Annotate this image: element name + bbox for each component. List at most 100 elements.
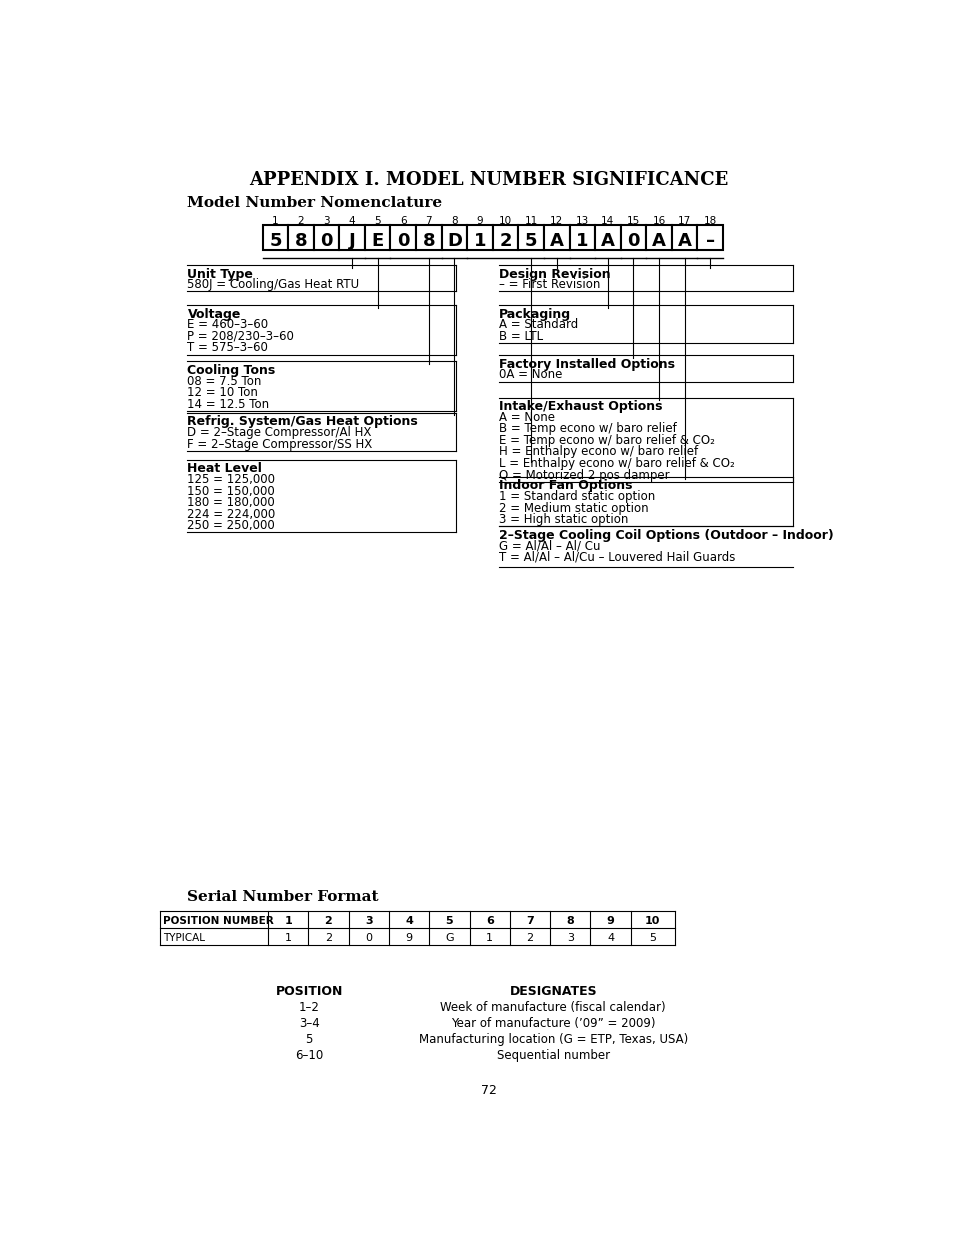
Text: J: J (349, 232, 355, 249)
Text: Intake/Exhaust Options: Intake/Exhaust Options (498, 400, 661, 412)
Text: T = Al/Al – Al/Cu – Louvered Hail Guards: T = Al/Al – Al/Cu – Louvered Hail Guards (498, 551, 735, 564)
Text: POSITION: POSITION (275, 986, 342, 998)
Text: 0: 0 (365, 932, 372, 942)
Text: 10: 10 (644, 915, 659, 925)
Text: 1–2: 1–2 (298, 1000, 319, 1014)
Text: Q = Motorized 2 pos damper: Q = Motorized 2 pos damper (498, 468, 669, 482)
FancyBboxPatch shape (416, 225, 441, 249)
Text: Cooling Tons: Cooling Tons (187, 364, 275, 377)
Text: 0: 0 (320, 232, 333, 249)
Text: 4: 4 (606, 932, 614, 942)
Text: 9: 9 (476, 216, 483, 226)
Text: 3–4: 3–4 (298, 1016, 319, 1030)
Text: Refrig. System/Gas Heat Options: Refrig. System/Gas Heat Options (187, 415, 417, 429)
FancyBboxPatch shape (517, 225, 543, 249)
Text: Model Number Nomenclature: Model Number Nomenclature (187, 196, 442, 210)
Text: 10: 10 (498, 216, 512, 226)
Text: 6–10: 6–10 (294, 1049, 323, 1062)
Text: A: A (652, 232, 665, 249)
Text: 2–Stage Cooling Coil Options (Outdoor – Indoor): 2–Stage Cooling Coil Options (Outdoor – … (498, 529, 833, 542)
Text: G: G (445, 932, 454, 942)
FancyBboxPatch shape (671, 225, 697, 249)
Text: 150 = 150,000: 150 = 150,000 (187, 484, 274, 498)
FancyBboxPatch shape (595, 225, 620, 249)
Text: 224 = 224,000: 224 = 224,000 (187, 508, 275, 521)
Text: D: D (446, 232, 461, 249)
Text: E = Temp econo w/ baro relief & CO₂: E = Temp econo w/ baro relief & CO₂ (498, 433, 714, 447)
Text: 2: 2 (325, 932, 332, 942)
Text: Voltage: Voltage (187, 308, 240, 321)
Text: T = 575–3–60: T = 575–3–60 (187, 341, 268, 354)
Text: 3 = High static option: 3 = High static option (498, 514, 628, 526)
Text: 5: 5 (269, 232, 281, 249)
Text: A: A (600, 232, 614, 249)
Text: 8: 8 (451, 216, 457, 226)
Text: 08 = 7.5 Ton: 08 = 7.5 Ton (187, 374, 261, 388)
FancyBboxPatch shape (365, 225, 390, 249)
FancyBboxPatch shape (569, 225, 595, 249)
Text: 14 = 12.5 Ton: 14 = 12.5 Ton (187, 398, 270, 411)
Text: A = None: A = None (498, 411, 555, 424)
Text: 5: 5 (524, 232, 537, 249)
Text: 4: 4 (405, 915, 413, 925)
Text: E: E (372, 232, 383, 249)
Text: H = Enthalpy econo w/ baro relief: H = Enthalpy econo w/ baro relief (498, 446, 698, 458)
Text: Indoor Fan Options: Indoor Fan Options (498, 479, 632, 493)
Text: P = 208/230–3–60: P = 208/230–3–60 (187, 330, 294, 343)
Text: APPENDIX I. MODEL NUMBER SIGNIFICANCE: APPENDIX I. MODEL NUMBER SIGNIFICANCE (249, 172, 728, 189)
Text: –: – (705, 232, 714, 249)
Text: 2: 2 (526, 932, 533, 942)
Text: 72: 72 (480, 1084, 497, 1097)
Text: 12: 12 (550, 216, 563, 226)
FancyBboxPatch shape (314, 225, 339, 249)
Text: 6: 6 (485, 915, 493, 925)
Text: DESIGNATES: DESIGNATES (509, 986, 597, 998)
Text: 2: 2 (498, 232, 512, 249)
Text: 14: 14 (600, 216, 614, 226)
Text: F = 2–Stage Compressor/SS HX: F = 2–Stage Compressor/SS HX (187, 437, 373, 451)
Text: 5: 5 (374, 216, 380, 226)
Text: 18: 18 (702, 216, 716, 226)
FancyBboxPatch shape (620, 225, 645, 249)
Text: 7: 7 (525, 915, 534, 925)
Text: L = Enthalpy econo w/ baro relief & CO₂: L = Enthalpy econo w/ baro relief & CO₂ (498, 457, 734, 471)
Text: 1: 1 (486, 932, 493, 942)
Text: POSITION NUMBER: POSITION NUMBER (162, 915, 274, 925)
Text: B = Temp econo w/ baro relief: B = Temp econo w/ baro relief (498, 422, 676, 435)
Text: 8: 8 (422, 232, 435, 249)
Text: 2 = Medium static option: 2 = Medium static option (498, 501, 648, 515)
Text: 7: 7 (425, 216, 432, 226)
Text: Week of manufacture (fiscal calendar): Week of manufacture (fiscal calendar) (440, 1000, 665, 1014)
Text: A: A (677, 232, 691, 249)
Text: 16: 16 (652, 216, 665, 226)
Text: Unit Type: Unit Type (187, 268, 253, 280)
Text: 1: 1 (284, 932, 292, 942)
FancyBboxPatch shape (288, 225, 314, 249)
Text: 3: 3 (323, 216, 330, 226)
Text: D = 2–Stage Compressor/Al HX: D = 2–Stage Compressor/Al HX (187, 426, 372, 440)
FancyBboxPatch shape (441, 225, 467, 249)
Text: Serial Number Format: Serial Number Format (187, 889, 378, 904)
Text: 1 = Standard static option: 1 = Standard static option (498, 490, 655, 503)
Text: 9: 9 (405, 932, 413, 942)
Text: Year of manufacture (’09” = 2009): Year of manufacture (’09” = 2009) (451, 1016, 655, 1030)
FancyBboxPatch shape (543, 225, 569, 249)
Text: 4: 4 (349, 216, 355, 226)
Text: 1: 1 (284, 915, 292, 925)
Text: 17: 17 (678, 216, 691, 226)
FancyBboxPatch shape (339, 225, 365, 249)
Text: B = LTL: B = LTL (498, 330, 542, 343)
Text: 5: 5 (305, 1032, 313, 1046)
Text: Design Revision: Design Revision (498, 268, 610, 280)
Text: G = Al/Al – Al/ Cu: G = Al/Al – Al/ Cu (498, 540, 599, 552)
Text: 580J: 580J (13, 457, 27, 488)
Text: Heat Level: Heat Level (187, 462, 262, 475)
Text: 3: 3 (566, 932, 573, 942)
Text: 1: 1 (272, 216, 278, 226)
Text: 11: 11 (524, 216, 537, 226)
Text: 8: 8 (566, 915, 574, 925)
FancyBboxPatch shape (493, 225, 517, 249)
Text: 180 = 180,000: 180 = 180,000 (187, 496, 274, 509)
Text: 12 = 10 Ton: 12 = 10 Ton (187, 387, 258, 399)
FancyBboxPatch shape (467, 225, 493, 249)
